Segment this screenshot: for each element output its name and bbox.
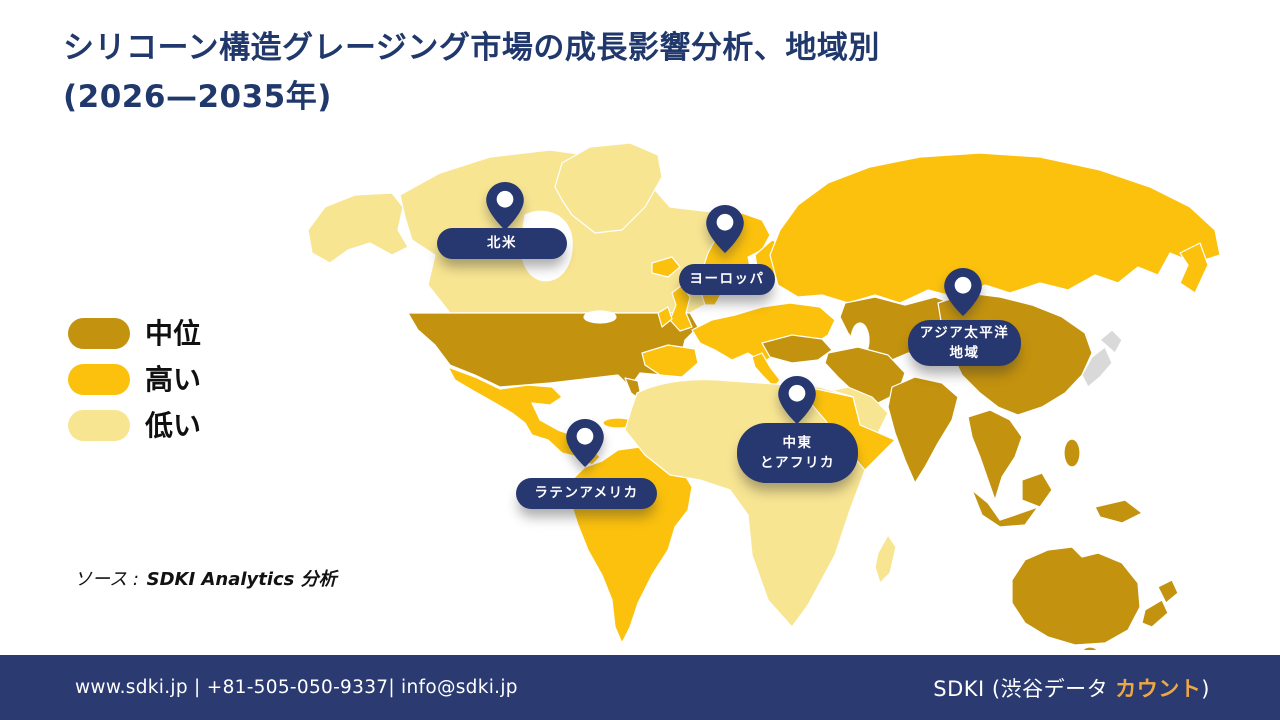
legend-item-medium: 中位 (68, 318, 201, 349)
map-pin-icon (944, 268, 982, 316)
region-kamchatka (1179, 242, 1209, 294)
region-northeast-africa (797, 384, 896, 471)
legend-swatch-high (68, 364, 130, 395)
marker-label-line2: 地域 (949, 345, 980, 361)
brand-prefix: SDKI (渋谷データ (933, 676, 1116, 701)
region-new-zealand-north (1157, 579, 1179, 604)
region-alaska (307, 192, 409, 264)
footer-contact: www.sdki.jp | +81-505-050-9337| info@sdk… (75, 677, 518, 698)
region-india (887, 376, 959, 484)
great-lakes-water (583, 310, 617, 324)
title-line-1: シリコーン構造グレージング市場の成長影響分析、地域別 (63, 30, 880, 66)
region-greenland (554, 142, 663, 234)
region-japan-north (1099, 329, 1123, 354)
legend-item-high: 高い (68, 364, 201, 395)
marker-label: 中東 (782, 434, 813, 451)
legend-item-low: 低い (68, 410, 201, 441)
region-south-america (569, 446, 693, 644)
region-japan-main (1081, 346, 1113, 388)
page-title: シリコーン構造グレージング市場の成長影響分析、地域別 (2026—2035年) (63, 24, 1183, 122)
brand-highlight: カウント (1115, 676, 1202, 701)
region-iberia (641, 344, 699, 378)
legend-label-low: 低い (145, 408, 202, 442)
map-pin-icon (486, 182, 524, 230)
map-pin-icon (778, 376, 816, 424)
legend-swatch-low (68, 410, 130, 441)
map-marker-asia-pacific: アジア太平洋 地域 (908, 320, 1021, 366)
footer-bar: www.sdki.jp | +81-505-050-9337| info@sdk… (0, 655, 1280, 720)
map-marker-north-america: 北米 (437, 228, 567, 259)
region-borneo (1021, 472, 1053, 508)
source-note: ソース : SDKI Analytics 分析 (74, 565, 337, 591)
title-line-2: (2026—2035年) (63, 78, 332, 115)
marker-label: 北米 (487, 235, 517, 252)
region-middle-east (824, 346, 906, 404)
region-indonesia (971, 489, 1039, 528)
region-philippines (1063, 438, 1081, 468)
brand-suffix: ) (1201, 676, 1210, 701)
region-new-guinea (1094, 499, 1143, 524)
legend: 中位 高い 低い (68, 318, 201, 456)
region-italy (751, 352, 781, 388)
map-marker-latin-america: ラテンアメリカ (516, 478, 657, 509)
map-marker-middle-east-africa: 中東 とアフリカ (737, 423, 858, 483)
footer-brand: SDKI (渋谷データ カウント) (933, 673, 1210, 703)
legend-label-medium: 中位 (145, 316, 202, 350)
legend-swatch-medium (68, 318, 130, 349)
marker-label: ラテンアメリカ (534, 485, 639, 502)
region-australia (1011, 546, 1141, 646)
source-prefix: ソース : (74, 569, 139, 590)
region-new-zealand-south (1141, 599, 1169, 628)
source-name: SDKI Analytics 分析 (146, 569, 337, 590)
world-map (307, 142, 1221, 650)
map-pin-icon (566, 419, 604, 467)
region-madagascar (874, 534, 897, 584)
map-pin-icon (706, 205, 744, 253)
region-ireland (657, 306, 673, 328)
marker-label-line2: とアフリカ (760, 455, 835, 471)
legend-label-high: 高い (145, 362, 202, 396)
region-russia (769, 152, 1221, 304)
marker-label: ヨーロッパ (689, 271, 765, 288)
region-southeast-asia (967, 409, 1023, 501)
map-marker-europe: ヨーロッパ (679, 264, 775, 295)
region-iceland (651, 256, 681, 278)
region-usa (407, 312, 699, 388)
region-turkey (761, 334, 833, 364)
region-tasmania (1082, 646, 1098, 650)
marker-label: アジア太平洋 (919, 324, 1010, 341)
